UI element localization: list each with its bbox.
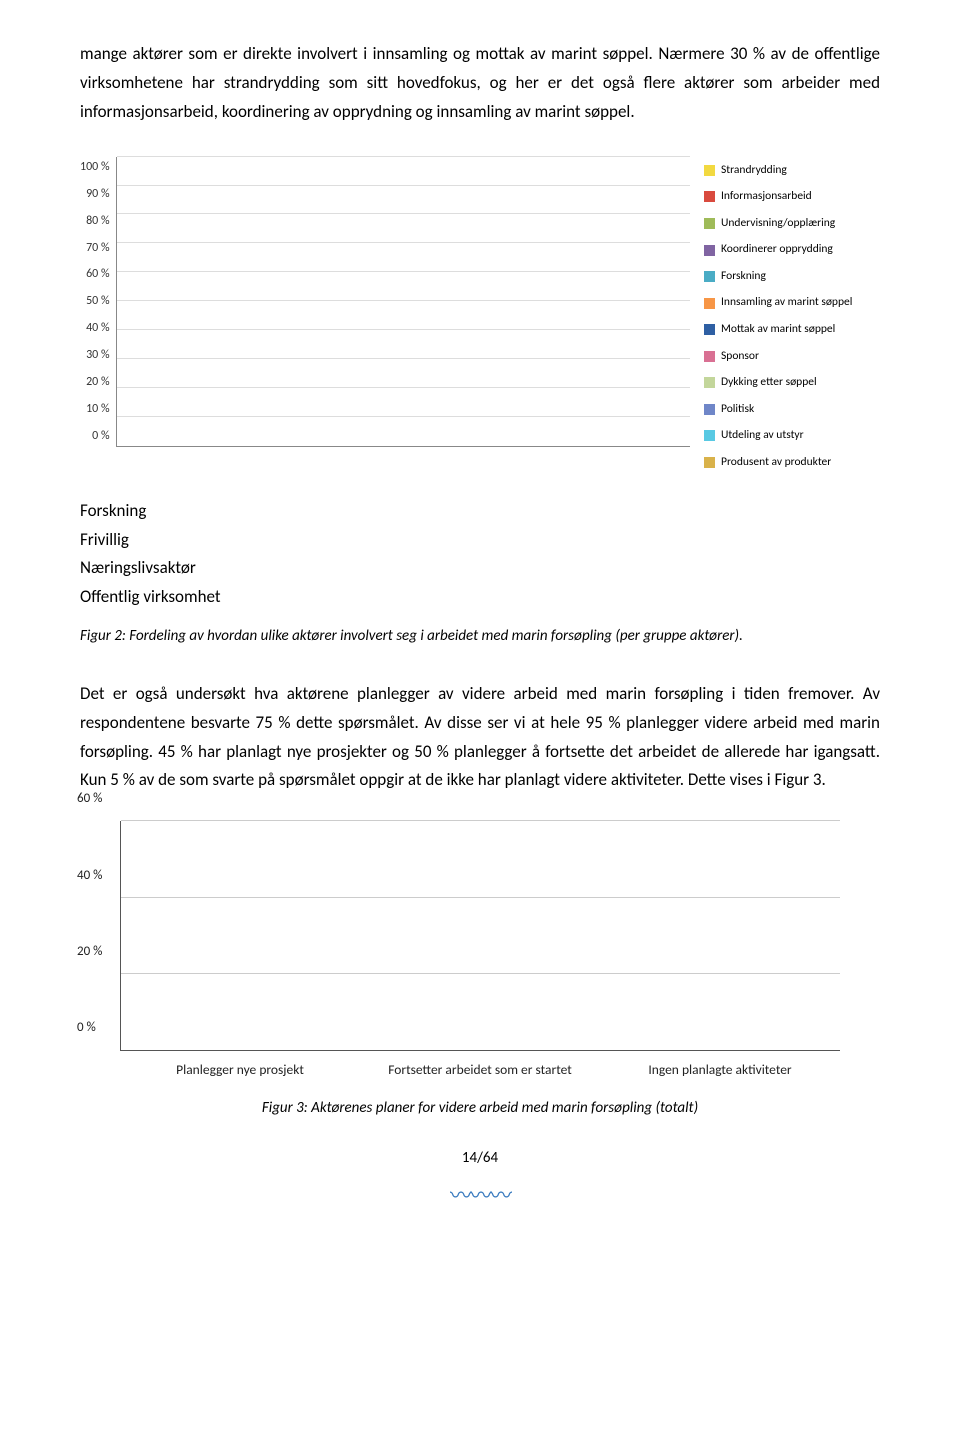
chart1-ytick: 80 % [80,211,110,231]
legend-label: Produsent av produkter [721,453,831,473]
legend-item: Innsamling av marint søppel [704,293,880,313]
legend-item: Forskning [704,267,880,287]
legend-swatch [704,245,715,256]
legend-swatch [704,324,715,335]
figure-3-chart: 60 %40 %20 %0 % Planlegger nye prosjektF… [120,821,840,1082]
chart2-xlabel: Ingen planlagte aktiviteter [600,1051,840,1082]
legend-label: Strandrydding [721,161,787,181]
chart2-ytick: 0 % [77,1017,96,1039]
legend-swatch [704,271,715,282]
chart1-ytick: 70 % [80,238,110,258]
legend-item: Produsent av produkter [704,453,880,473]
chart1-plot [116,157,690,447]
figure-2-chart: 100 % 90 % 80 % 70 % 60 % 50 % 40 % 30 % 20 % 10 … [80,157,880,613]
chart1-ytick: 50 % [80,291,110,311]
chart2-ytick: 60 % [77,788,102,810]
chart1-ytick: 30 % [80,345,110,365]
chart2-xaxis: Planlegger nye prosjektFortsetter arbeid… [120,1051,840,1082]
legend-label: Koordinerer opprydding [721,240,833,260]
legend-item: Undervisning/opplæring [704,214,880,234]
legend-item: Sponsor [704,347,880,367]
legend-item: Utdeling av utstyr [704,426,880,446]
chart2-plot: 60 %40 %20 %0 % [120,821,840,1051]
chart1-xaxis: ForskningFrivilligNæringslivsaktørOffent… [80,497,880,613]
chart1-ytick: 40 % [80,318,110,338]
chart1-legend: Strandrydding Informasjonsarbeid Undervisn… [690,157,880,497]
chart1-ytick: 100 % [80,157,110,177]
chart1-ytick: 0 % [80,426,110,446]
legend-swatch [704,191,715,202]
chart1-ytick: 60 % [80,264,110,284]
chart1-xlabel: Forskning [80,497,880,526]
legend-swatch [704,298,715,309]
legend-label: Utdeling av utstyr [721,426,804,446]
chart2-xlabel: Fortsetter arbeidet som er startet [360,1051,600,1082]
legend-item: Dykking etter søppel [704,373,880,393]
paragraph-1: mange aktører som er direkte involvert i… [80,40,880,127]
legend-swatch [704,457,715,468]
legend-swatch [704,218,715,229]
figure-3-caption: Figur 3: Aktørenes planer for videre arb… [80,1096,880,1122]
chart1-xlabel: Frivillig [80,526,880,555]
legend-swatch [704,165,715,176]
legend-item: Strandrydding [704,161,880,181]
legend-label: Forskning [721,267,766,287]
legend-item: Informasjonsarbeid [704,187,880,207]
figure-2-caption: Figur 2: Fordeling av hvordan ulike aktø… [80,624,880,650]
chart1-xlabel: Næringslivsaktør [80,554,880,583]
legend-item: Koordinerer opprydding [704,240,880,260]
legend-swatch [704,351,715,362]
chart1-xlabel: Offentlig virksomhet [80,583,880,612]
page-number: 14/64 [80,1146,880,1172]
legend-swatch [704,430,715,441]
paragraph-2: Det er også undersøkt hva aktørene planl… [80,680,880,796]
legend-label: Informasjonsarbeid [721,187,812,207]
legend-item: Politisk [704,400,880,420]
legend-label: Undervisning/opplæring [721,214,835,234]
chart1-ytick: 10 % [80,399,110,419]
chart2-ytick: 40 % [77,865,102,887]
legend-swatch [704,404,715,415]
chart1-ytick: 20 % [80,372,110,392]
legend-label: Dykking etter søppel [721,373,817,393]
chart2-ytick: 20 % [77,941,102,963]
legend-label: Innsamling av marint søppel [721,293,852,313]
legend-item: Mottak av marint søppel [704,320,880,340]
legend-label: Politisk [721,400,754,420]
legend-swatch [704,377,715,388]
chart1-yaxis: 100 % 90 % 80 % 70 % 60 % 50 % 40 % 30 % 20 % 10 … [80,157,116,447]
chart2-xlabel: Planlegger nye prosjekt [120,1051,360,1082]
legend-label: Mottak av marint søppel [721,320,835,340]
chart1-ytick: 90 % [80,184,110,204]
legend-label: Sponsor [721,347,759,367]
wave-decoration: 〰〰〰 [80,1177,880,1214]
